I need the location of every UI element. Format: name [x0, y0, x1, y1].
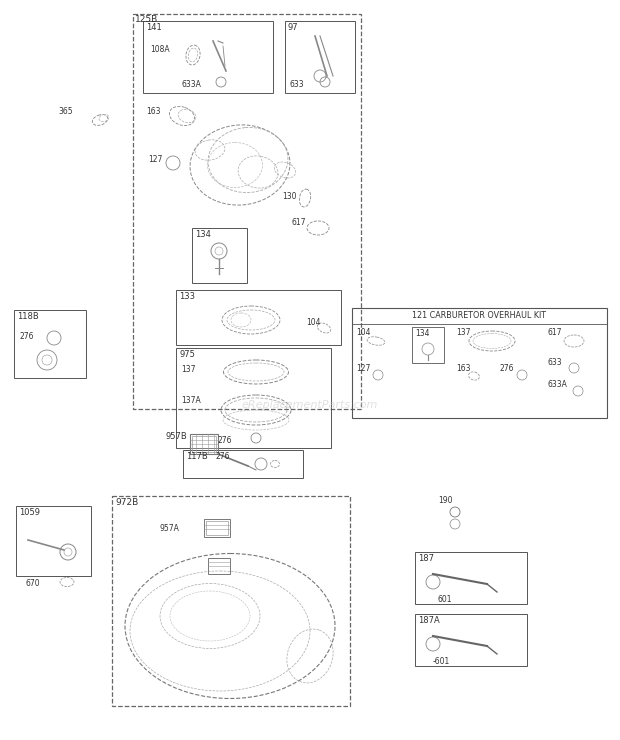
Bar: [16, 506, 91, 576]
Text: 137: 137: [181, 365, 195, 374]
Bar: [133, 14, 361, 409]
Text: 134: 134: [415, 329, 430, 338]
Text: 670: 670: [26, 579, 41, 588]
Text: 187A: 187A: [418, 616, 440, 625]
Text: 972B: 972B: [115, 498, 138, 507]
Text: 97: 97: [288, 23, 299, 32]
Text: 633: 633: [289, 80, 304, 89]
Bar: [204, 519, 230, 537]
Text: 276: 276: [500, 364, 515, 373]
Bar: [190, 434, 218, 454]
Bar: [285, 21, 355, 93]
Text: 365: 365: [58, 107, 73, 116]
Text: 617: 617: [292, 218, 306, 227]
Text: 121 CARBURETOR OVERHAUL KIT: 121 CARBURETOR OVERHAUL KIT: [412, 311, 546, 320]
Bar: [176, 290, 341, 345]
Bar: [208, 558, 230, 574]
Text: 127: 127: [148, 155, 162, 164]
Text: 617: 617: [548, 328, 562, 337]
Text: 163: 163: [146, 107, 161, 116]
Bar: [176, 348, 331, 448]
Bar: [412, 327, 444, 363]
Bar: [183, 450, 303, 478]
Bar: [352, 308, 607, 418]
Text: 276: 276: [19, 332, 33, 341]
Text: 190: 190: [438, 496, 453, 505]
Text: 104: 104: [306, 318, 321, 327]
Text: eReplacementParts.com: eReplacementParts.com: [242, 400, 378, 410]
Text: 134: 134: [195, 230, 211, 239]
Text: 127: 127: [356, 364, 370, 373]
Text: 601: 601: [437, 595, 451, 604]
Bar: [415, 614, 527, 666]
Text: 276: 276: [218, 436, 232, 445]
Text: 104: 104: [356, 328, 371, 337]
Text: 633A: 633A: [548, 380, 568, 389]
Bar: [206, 521, 228, 535]
Bar: [192, 436, 216, 452]
Text: 125B: 125B: [135, 15, 158, 24]
Text: 130: 130: [282, 192, 296, 201]
Text: 163: 163: [456, 364, 471, 373]
Text: 117B: 117B: [186, 452, 208, 461]
Text: -601: -601: [433, 657, 450, 666]
Text: 957B: 957B: [166, 432, 188, 441]
Text: 633A: 633A: [181, 80, 201, 89]
Bar: [143, 21, 273, 93]
Text: 133: 133: [179, 292, 195, 301]
Text: 118B: 118B: [17, 312, 38, 321]
Text: 137: 137: [456, 328, 471, 337]
Text: 108A: 108A: [150, 45, 170, 54]
Text: 1059: 1059: [19, 508, 40, 517]
Text: 276: 276: [215, 452, 229, 461]
Bar: [112, 496, 350, 706]
Text: 633: 633: [548, 358, 562, 367]
Bar: [192, 228, 247, 283]
Text: 957A: 957A: [160, 524, 180, 533]
Text: 141: 141: [146, 23, 162, 32]
Text: 137A: 137A: [181, 396, 201, 405]
Bar: [14, 310, 86, 378]
Text: 975: 975: [179, 350, 195, 359]
Bar: [415, 552, 527, 604]
Text: 187: 187: [418, 554, 434, 563]
